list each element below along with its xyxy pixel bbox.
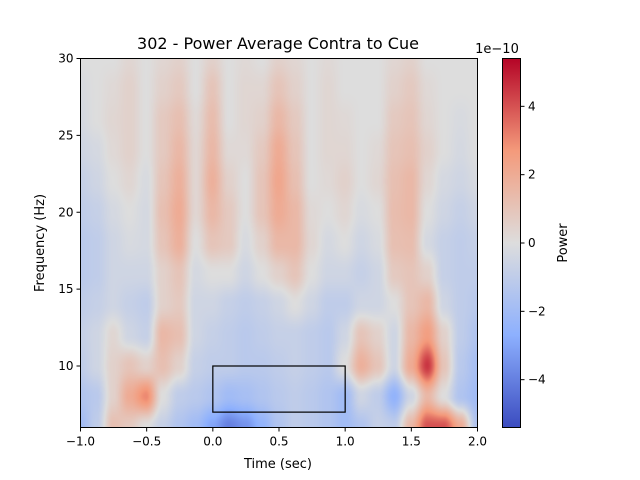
colorbar-tick-label: −4 [528,373,546,387]
x-axis-label: Time (sec) [243,457,312,472]
y-tick-label: 10 [58,359,73,373]
y-tick-label: 15 [58,282,73,296]
plot-frame [80,58,478,428]
y-axis-label: Frequency (Hz) [33,194,48,292]
colorbar [502,58,521,428]
colorbar-label: Power [556,223,571,263]
chart-title: 302 - Power Average Contra to Cue [137,34,419,53]
x-tick-label: 2.0 [468,435,487,449]
y-tick-label: 20 [58,205,73,219]
x-tick-label: 1.0 [336,435,355,449]
x-tick-label: 1.5 [402,435,421,449]
x-tick-label: 0.5 [269,435,288,449]
colorbar-tick-label: 4 [528,99,536,113]
y-tick-label: 30 [58,52,73,66]
x-tick-label: 0.0 [203,435,222,449]
colorbar-tick-label: −2 [528,304,546,318]
x-tick-label: −0.5 [132,435,161,449]
colorbar-tick-label: 2 [528,168,536,182]
x-tick-label: −1.0 [66,435,95,449]
roi-rectangle [212,365,346,413]
colorbar-offset-text: 1e−10 [475,42,519,57]
y-tick-label: 25 [58,128,73,142]
colorbar-tick-label: 0 [528,236,536,250]
